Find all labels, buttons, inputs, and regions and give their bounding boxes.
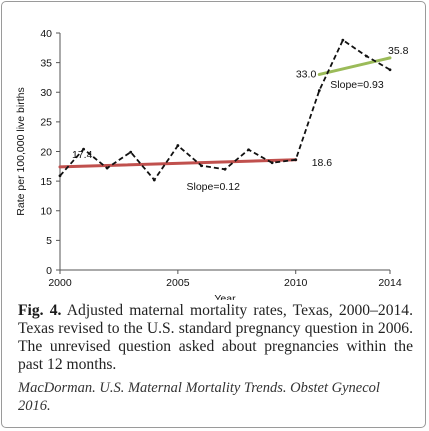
y-tick-label: 25 <box>40 117 52 129</box>
chart-series <box>58 38 392 182</box>
data-point <box>129 150 133 154</box>
data-point <box>341 38 345 42</box>
data-point <box>82 147 85 151</box>
data-point <box>105 166 109 170</box>
y-tick-label: 20 <box>40 146 52 158</box>
figure-number: Fig. 4. <box>18 302 62 319</box>
series-line <box>59 38 391 182</box>
data-point <box>152 178 156 182</box>
y-tick-label: 15 <box>40 176 52 188</box>
data-point <box>388 68 392 72</box>
x-tick-label: 2010 <box>284 277 308 289</box>
data-point <box>294 158 298 162</box>
x-tick-label: 2005 <box>166 277 190 289</box>
trendline-1 <box>58 158 298 169</box>
data-point <box>317 89 321 92</box>
y-axis-title: Rate per 100,000 live births <box>15 87 27 215</box>
line-chart: 0 5 10 15 20 25 30 35 40 2000 2005 2010 2014 Year Rate… <box>15 28 409 300</box>
slope-annotation: Slope=0.12 <box>186 181 240 193</box>
data-label: 35.8 <box>388 45 409 57</box>
data-label: 18.6 <box>312 157 333 169</box>
data-point <box>58 174 62 178</box>
trendline-2 <box>317 56 392 76</box>
data-point <box>200 164 203 168</box>
data-point <box>365 54 368 58</box>
chart-annotations: 17.4 18.6 33.0 35.8 Slope=0.12 Slope=0.93 <box>72 45 409 193</box>
y-tick-label: 40 <box>40 28 52 40</box>
x-tick-label: 2000 <box>48 277 72 289</box>
x-axis-title: Year <box>214 293 236 300</box>
data-label: 17.4 <box>72 149 93 161</box>
figure-caption: Fig. 4. Adjusted maternal mortality rate… <box>18 302 413 374</box>
y-tick-label: 0 <box>46 265 52 277</box>
data-point <box>176 144 180 147</box>
chart-axes: 0 5 10 15 20 25 30 35 40 2000 2005 2010 2014 Year Rate… <box>15 28 402 300</box>
figure-caption-block: Fig. 4. Adjusted maternal mortality rate… <box>18 302 413 415</box>
slope-annotation: Slope=0.93 <box>330 79 384 91</box>
x-tick-label: 2014 <box>378 277 402 289</box>
y-tick-label: 30 <box>40 87 52 99</box>
y-tick-label: 5 <box>46 235 52 247</box>
data-point <box>223 167 227 171</box>
figure-citation: MacDorman. U.S. Maternal Mortality Trend… <box>18 380 380 414</box>
data-label: 33.0 <box>296 68 317 80</box>
data-point <box>270 161 274 165</box>
y-tick-label: 10 <box>40 206 52 218</box>
figure-caption-text: Adjusted maternal mortality rates, Texas… <box>18 302 413 373</box>
y-tick-label: 35 <box>40 57 52 69</box>
data-point <box>247 148 250 152</box>
